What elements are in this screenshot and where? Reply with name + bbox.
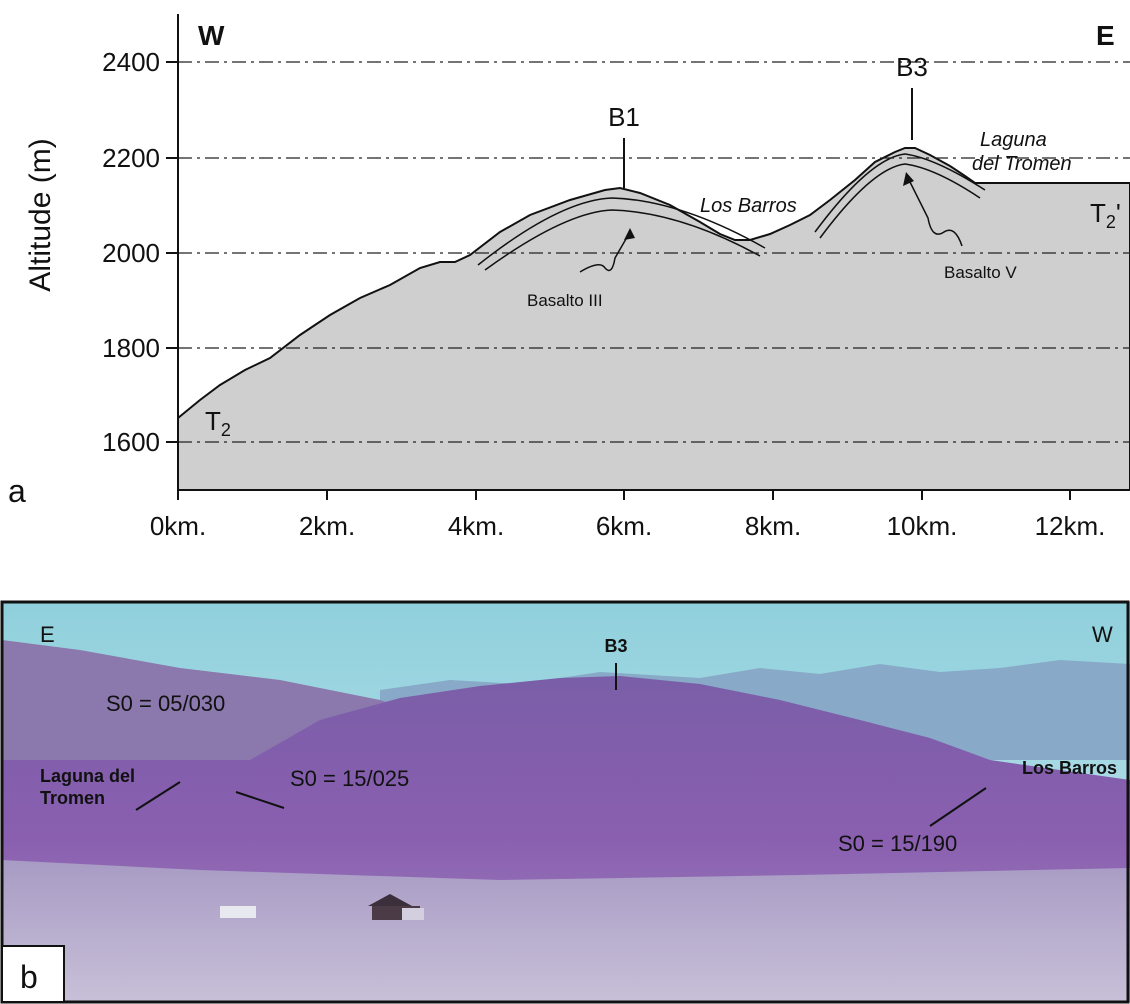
y-tick-2200: 2200 — [102, 143, 160, 173]
dip-label-1: S0 = 05/030 — [106, 691, 225, 716]
dip-line-2 — [235, 791, 285, 809]
t2-west-label: T2 — [205, 406, 231, 440]
basalt-iii-layer-lower — [484, 209, 761, 271]
basalto-v-arrowhead — [903, 172, 914, 186]
cross-section-panel: 2400 2200 2000 1800 1600 0km. 2km. 4km. … — [8, 14, 1130, 541]
x-tick-0: 0km. — [150, 511, 206, 541]
dip-label-2: S0 = 15/025 — [290, 766, 409, 791]
building-left — [220, 906, 256, 918]
x-tick-8: 8km. — [745, 511, 801, 541]
x-tick-12: 12km. — [1035, 511, 1106, 541]
photo-laguna-line1: Laguna del — [40, 766, 135, 786]
y-tick-1600: 1600 — [102, 427, 160, 457]
east-label: E — [1096, 20, 1115, 51]
basalt-iii-layer — [477, 197, 766, 266]
laguna-label-line1: Laguna — [980, 129, 1047, 151]
photo-west-label: W — [1092, 622, 1113, 647]
panel-b-label-box — [1, 945, 65, 1003]
x-tick-2: 2km. — [299, 511, 355, 541]
photo-east-label: E — [40, 622, 55, 647]
west-label: W — [198, 20, 225, 51]
x-tick-6: 6km. — [596, 511, 652, 541]
y-tick-1800: 1800 — [102, 333, 160, 363]
basalt-v-layer-lower — [819, 163, 981, 239]
photo-los-barros-label: Los Barros — [1022, 758, 1117, 778]
basalto-iii-arrow — [579, 231, 631, 273]
laguna-label-line2: del Tromen — [972, 153, 1072, 175]
y-axis-ticks — [166, 61, 178, 443]
basalto-iii-arrowhead — [624, 228, 635, 240]
photo-panel: E W B3 S0 = 05/030 S0 = 15/025 S0 = 15/1… — [0, 600, 1130, 1004]
basalto-v-arrow — [907, 177, 963, 247]
photo-laguna-line2: Tromen — [40, 788, 105, 808]
photo-b3-label: B3 — [604, 636, 627, 656]
y-axis-label: Altitude (m) — [24, 138, 57, 291]
peak-b3-label: B3 — [896, 52, 928, 82]
foreground-plain — [2, 860, 1130, 1002]
y-tick-2400: 2400 — [102, 47, 160, 77]
dip-line-1 — [135, 781, 181, 811]
basalt-v-layer — [814, 153, 986, 233]
terrain-profile — [177, 147, 1130, 491]
basalto-iii-label: Basalto III — [527, 291, 603, 310]
panel-b-label: b — [20, 959, 38, 995]
dip-line-3 — [929, 787, 987, 827]
basalto-v-label: Basalto V — [944, 263, 1017, 282]
x-tick-4: 4km. — [448, 511, 504, 541]
building-main — [368, 894, 412, 906]
peak-b1-label: B1 — [608, 102, 640, 132]
x-axis-ticks — [177, 490, 1071, 500]
panel-a-label: a — [8, 473, 26, 509]
y-tick-2000: 2000 — [102, 238, 160, 268]
t2-east-label: T2' — [1090, 198, 1121, 232]
x-tick-10: 10km. — [887, 511, 958, 541]
dip-label-3: S0 = 15/190 — [838, 831, 957, 856]
photo-frame — [0, 600, 1130, 1004]
building-right — [402, 908, 424, 920]
los-barros-label: Los Barros — [700, 195, 797, 217]
gridlines — [178, 61, 1130, 443]
